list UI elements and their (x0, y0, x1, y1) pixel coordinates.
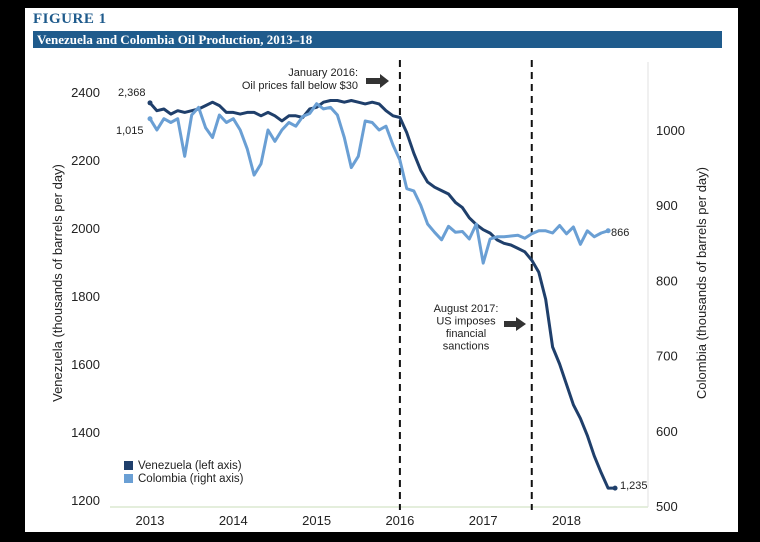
data-label: 1,015 (116, 125, 144, 137)
right-tick-label: 500 (656, 499, 678, 514)
legend-swatch (124, 474, 133, 483)
x-axis-ticks: 2013 2014 2015 2016 2017 2018 (136, 513, 581, 528)
left-axis-label: Venezuela (thousands of barrels per day) (50, 164, 65, 402)
annotation-line: August 2017: (434, 303, 499, 315)
annotation-aug-2017: August 2017: US imposes financial sanctions (434, 303, 499, 353)
x-tick-label: 2016 (385, 513, 414, 528)
figure-card (25, 8, 738, 532)
series-end-point (605, 228, 611, 234)
figure-label: FIGURE 1 (33, 11, 107, 27)
right-tick-label: 600 (656, 424, 678, 439)
colombia-series-line (148, 102, 610, 265)
data-label: 1,235 (620, 480, 648, 492)
annotation-line: January 2016: (288, 67, 358, 79)
annotation-arrow-icon (366, 74, 389, 88)
left-tick-label: 2400 (71, 85, 100, 100)
x-tick-label: 2017 (469, 513, 498, 528)
series-start-point (147, 100, 153, 106)
legend-label: Colombia (right axis) (138, 473, 244, 485)
annotation-jan-2016: January 2016: Oil prices fall below $30 (242, 67, 358, 92)
left-tick-label: 2200 (71, 153, 100, 168)
right-axis-ticks: 500 600 700 800 900 1000 (656, 123, 685, 514)
data-label: 2,368 (118, 87, 146, 99)
right-axis-label: Colombia (thousands of barrels per day) (694, 167, 709, 399)
venezuela-series-line (148, 99, 617, 490)
left-tick-label: 1200 (71, 493, 100, 508)
data-label: 866 (611, 227, 629, 239)
left-tick-label: 1800 (71, 289, 100, 304)
legend-label: Venezuela (left axis) (138, 460, 242, 472)
right-tick-label: 900 (656, 198, 678, 213)
data-labels: 2,368 1,015 866 1,235 (116, 87, 648, 492)
x-tick-label: 2014 (219, 513, 248, 528)
annotations: January 2016: Oil prices fall below $30 Au… (242, 67, 526, 353)
annotation-line: financial (446, 328, 486, 340)
x-tick-label: 2018 (552, 513, 581, 528)
figure-title-bar: Venezuela and Colombia Oil Production, 2… (33, 31, 722, 48)
series-lines (147, 99, 618, 491)
legend-swatch (124, 461, 133, 470)
series-start-point (147, 116, 153, 122)
left-axis-ticks: 1200 1400 1600 1800 2000 2200 2400 (71, 85, 100, 508)
right-tick-label: 800 (656, 273, 678, 288)
x-tick-label: 2015 (302, 513, 331, 528)
left-tick-label: 2000 (71, 221, 100, 236)
right-tick-label: 700 (656, 349, 678, 364)
legend: Venezuela (left axis)Colombia (right axi… (124, 460, 244, 485)
annotation-line: Oil prices fall below $30 (242, 80, 358, 92)
figure-title: Venezuela and Colombia Oil Production, 2… (37, 32, 313, 47)
left-tick-label: 1400 (71, 425, 100, 440)
event-lines (398, 60, 533, 510)
annotation-line: sanctions (443, 341, 490, 353)
x-tick-label: 2013 (136, 513, 165, 528)
series-end-point (612, 485, 618, 491)
annotation-arrow-icon (504, 317, 526, 331)
left-tick-label: 1600 (71, 357, 100, 372)
annotation-line: US imposes (436, 316, 496, 328)
right-tick-label: 1000 (656, 123, 685, 138)
